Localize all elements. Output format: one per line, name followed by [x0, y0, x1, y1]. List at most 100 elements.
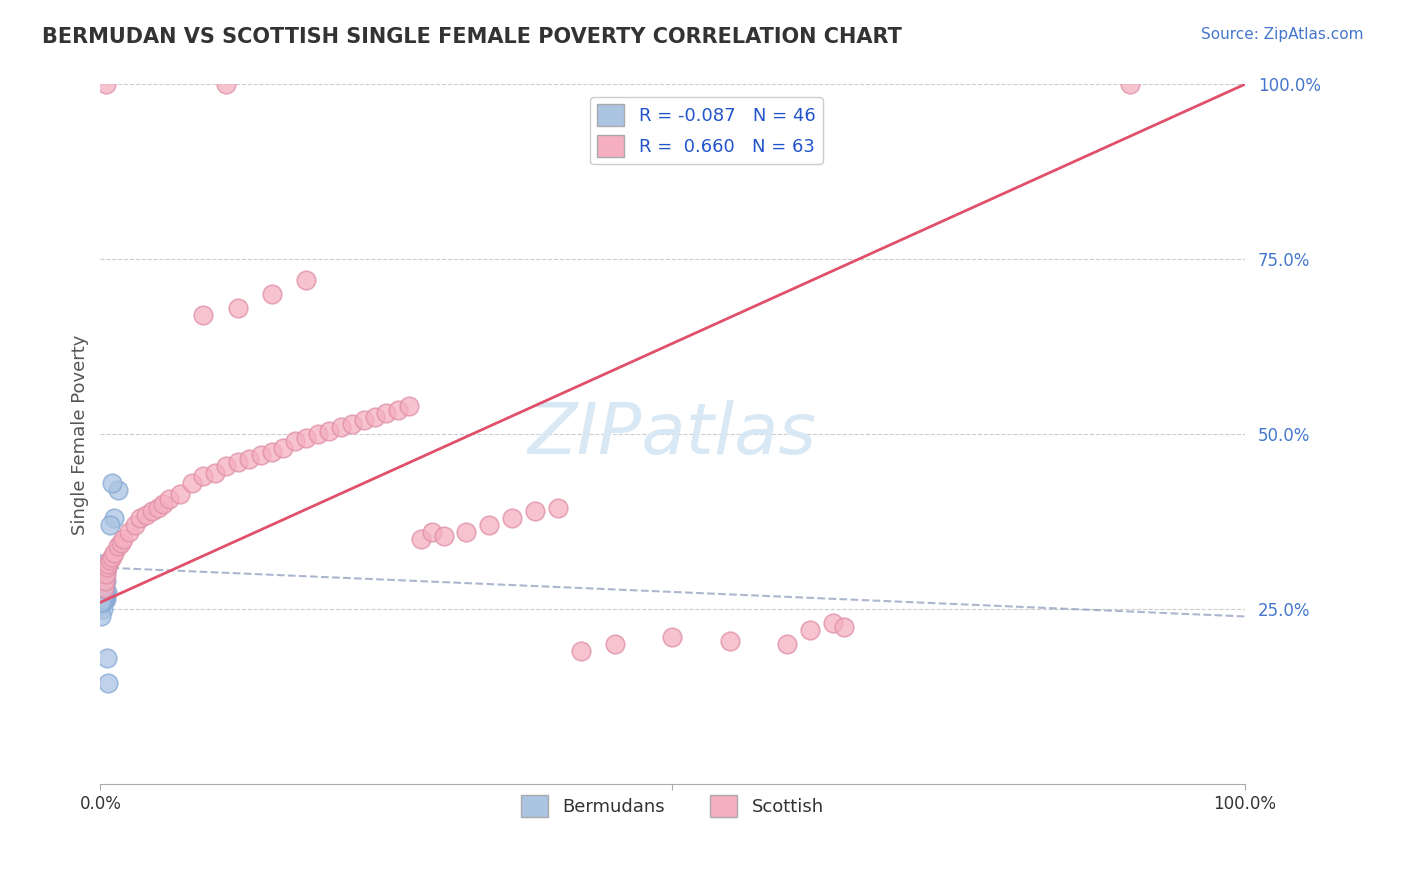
- Point: [146, 500, 169, 515]
- Point: [90, 599, 112, 613]
- Point: [364, 409, 387, 424]
- Point: [93, 578, 115, 592]
- Point: [93, 574, 115, 589]
- Point: [353, 413, 375, 427]
- Text: Source: ZipAtlas.com: Source: ZipAtlas.com: [1201, 27, 1364, 42]
- Point: [94, 564, 117, 578]
- Point: [96, 585, 118, 599]
- Point: [569, 644, 592, 658]
- Point: [90, 560, 112, 574]
- Point: [94, 591, 117, 606]
- Point: [799, 624, 821, 638]
- Point: [103, 546, 125, 560]
- Point: [295, 431, 318, 445]
- Point: [152, 498, 174, 512]
- Point: [284, 434, 307, 449]
- Point: [605, 637, 627, 651]
- Point: [93, 582, 115, 596]
- Point: [91, 585, 114, 599]
- Point: [90, 609, 112, 624]
- Point: [118, 525, 141, 540]
- Point: [157, 491, 180, 506]
- Point: [295, 273, 318, 287]
- Point: [91, 602, 114, 616]
- Point: [524, 504, 547, 518]
- Point: [94, 567, 117, 582]
- Point: [832, 620, 855, 634]
- Point: [91, 578, 114, 592]
- Point: [94, 571, 117, 585]
- Point: [90, 582, 112, 596]
- Point: [661, 631, 683, 645]
- Point: [318, 424, 340, 438]
- Point: [420, 525, 443, 540]
- Point: [91, 578, 114, 592]
- Point: [94, 589, 117, 603]
- Point: [91, 564, 114, 578]
- Point: [93, 589, 115, 603]
- Point: [180, 476, 202, 491]
- Point: [129, 511, 152, 525]
- Point: [93, 582, 115, 596]
- Point: [260, 287, 283, 301]
- Point: [204, 466, 226, 480]
- Point: [93, 571, 115, 585]
- Point: [340, 417, 363, 431]
- Point: [94, 567, 117, 582]
- Point: [91, 595, 114, 609]
- Point: [135, 508, 157, 522]
- Point: [93, 571, 115, 585]
- Point: [249, 449, 271, 463]
- Point: [91, 591, 114, 606]
- Point: [776, 637, 799, 651]
- Point: [91, 595, 114, 609]
- Point: [215, 458, 238, 473]
- Point: [93, 589, 115, 603]
- Point: [93, 574, 115, 589]
- Text: ZIPatlas: ZIPatlas: [527, 400, 817, 469]
- Point: [141, 504, 163, 518]
- Point: [107, 540, 129, 554]
- Point: [110, 536, 132, 550]
- Point: [478, 518, 501, 533]
- Point: [718, 634, 741, 648]
- Point: [226, 455, 249, 469]
- Point: [91, 571, 114, 585]
- Point: [821, 616, 844, 631]
- Point: [94, 591, 117, 606]
- Point: [94, 78, 117, 92]
- Point: [409, 533, 432, 547]
- Point: [169, 487, 191, 501]
- Point: [112, 533, 135, 547]
- Point: [91, 591, 114, 606]
- Point: [90, 582, 112, 596]
- Point: [501, 511, 523, 525]
- Point: [193, 309, 215, 323]
- Point: [90, 595, 112, 609]
- Point: [398, 400, 420, 414]
- Point: [238, 452, 260, 467]
- Point: [94, 574, 117, 589]
- Point: [547, 500, 569, 515]
- Legend: Bermudans, Scottish: Bermudans, Scottish: [513, 788, 831, 824]
- Point: [124, 518, 146, 533]
- Point: [226, 301, 249, 316]
- Point: [90, 557, 112, 571]
- Point: [96, 651, 118, 665]
- Point: [96, 560, 118, 574]
- Point: [93, 560, 115, 574]
- Text: BERMUDAN VS SCOTTISH SINGLE FEMALE POVERTY CORRELATION CHART: BERMUDAN VS SCOTTISH SINGLE FEMALE POVER…: [42, 27, 903, 46]
- Point: [103, 511, 125, 525]
- Point: [433, 529, 456, 543]
- Point: [97, 557, 120, 571]
- Point: [97, 676, 120, 690]
- Point: [329, 420, 352, 434]
- Point: [375, 406, 398, 420]
- Point: [98, 553, 121, 567]
- Point: [94, 574, 117, 589]
- Point: [215, 78, 238, 92]
- Point: [1119, 78, 1142, 92]
- Point: [387, 403, 409, 417]
- Point: [101, 476, 124, 491]
- Point: [98, 518, 121, 533]
